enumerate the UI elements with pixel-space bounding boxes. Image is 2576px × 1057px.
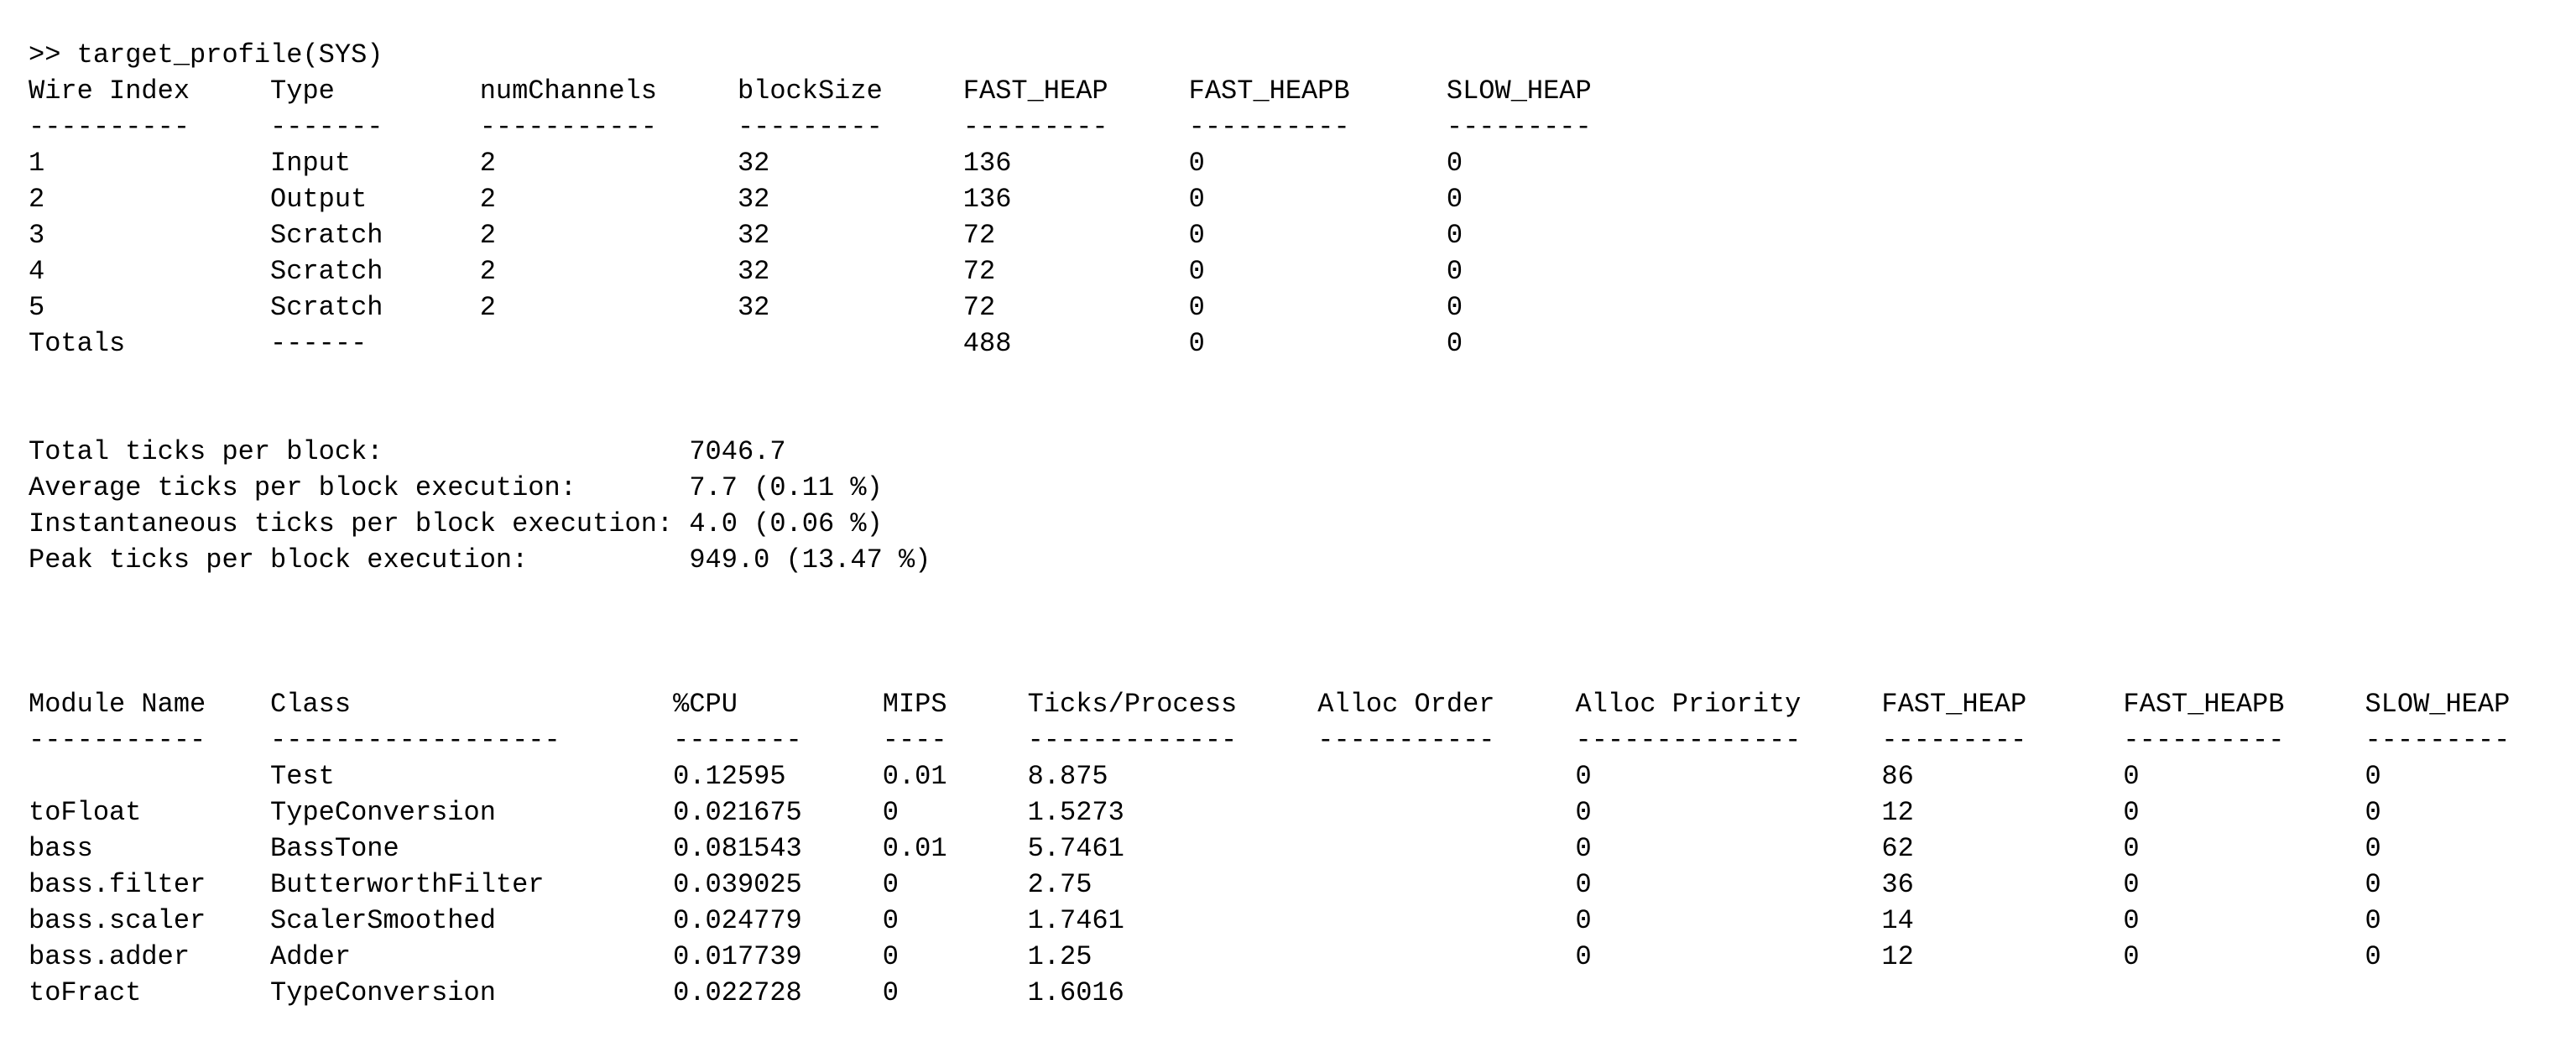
command-line: >> target_profile(SYS) (29, 39, 383, 70)
module-table: Module Name Class %CPU MIPS Ticks/Proces… (29, 689, 2511, 1008)
stats-block: Total ticks per block: 7046.7 Average ti… (29, 436, 931, 575)
wire-table: Wire Index Type numChannels blockSize FA… (29, 76, 1592, 359)
